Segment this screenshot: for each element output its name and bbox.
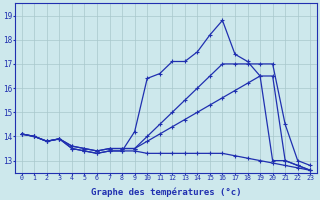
X-axis label: Graphe des températures (°c): Graphe des températures (°c) (91, 187, 241, 197)
